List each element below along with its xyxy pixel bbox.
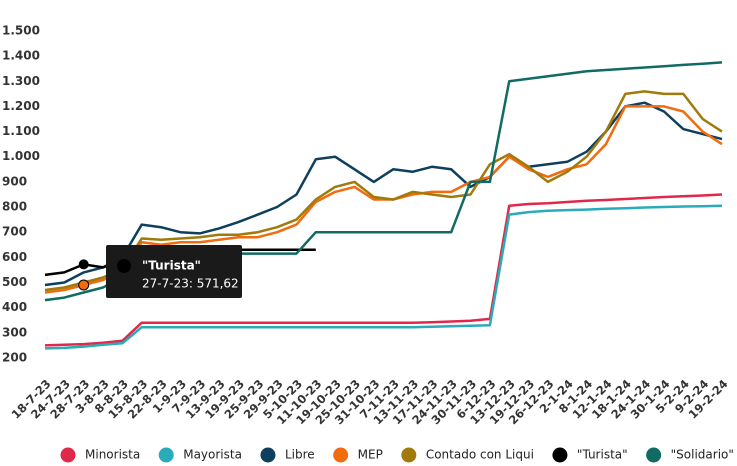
y-tick-label: 1.000	[2, 149, 40, 163]
legend-label: "Turista"	[577, 448, 628, 462]
legend-label: Mayorista	[183, 448, 242, 462]
y-tick-label: 700	[2, 225, 27, 239]
y-tick-label: 1.500	[2, 24, 40, 38]
hover-marker	[78, 259, 89, 270]
legend-label: Libre	[285, 448, 315, 462]
series-line	[44, 90, 723, 292]
tooltip-box	[106, 245, 242, 298]
y-tick-label: 800	[2, 200, 27, 214]
y-tick-label: 500	[2, 275, 27, 289]
hover-marker	[78, 279, 90, 291]
y-tick-label: 400	[2, 300, 27, 314]
tooltip-title: "Turista"	[142, 259, 201, 273]
series-line	[44, 204, 723, 350]
legend-label: "Solidario"	[671, 448, 734, 462]
tooltip-text: 27-7-23: 571,62	[142, 277, 239, 291]
y-tick-label: 1.300	[2, 74, 40, 88]
legend-swatch	[158, 447, 174, 463]
legend: Minorista Mayorista Libre MEP Contado con Li…	[60, 447, 734, 463]
legend-label: MEP	[358, 448, 383, 462]
legend-swatch	[646, 447, 662, 463]
y-tick-label: 600	[2, 250, 27, 264]
legend-label: Minorista	[85, 448, 140, 462]
tooltip-swatch	[117, 259, 131, 273]
tooltip: "Turista" 27-7-23: 571,62	[106, 245, 242, 298]
legend-label: Contado con Liqui	[426, 448, 534, 462]
y-tick-label: 200	[2, 350, 27, 364]
series-line	[44, 193, 723, 347]
legend-swatch	[333, 447, 349, 463]
y-tick-label: 1.400	[2, 49, 40, 63]
y-tick-label: 300	[2, 325, 27, 339]
legend-swatch	[60, 447, 76, 463]
y-tick-label: 1.100	[2, 124, 40, 138]
legend-swatch	[260, 447, 276, 463]
y-tick-label: 900	[2, 174, 27, 188]
legend-swatch	[552, 447, 568, 463]
y-tick-label: 1.200	[2, 99, 40, 113]
legend-swatch	[401, 447, 417, 463]
